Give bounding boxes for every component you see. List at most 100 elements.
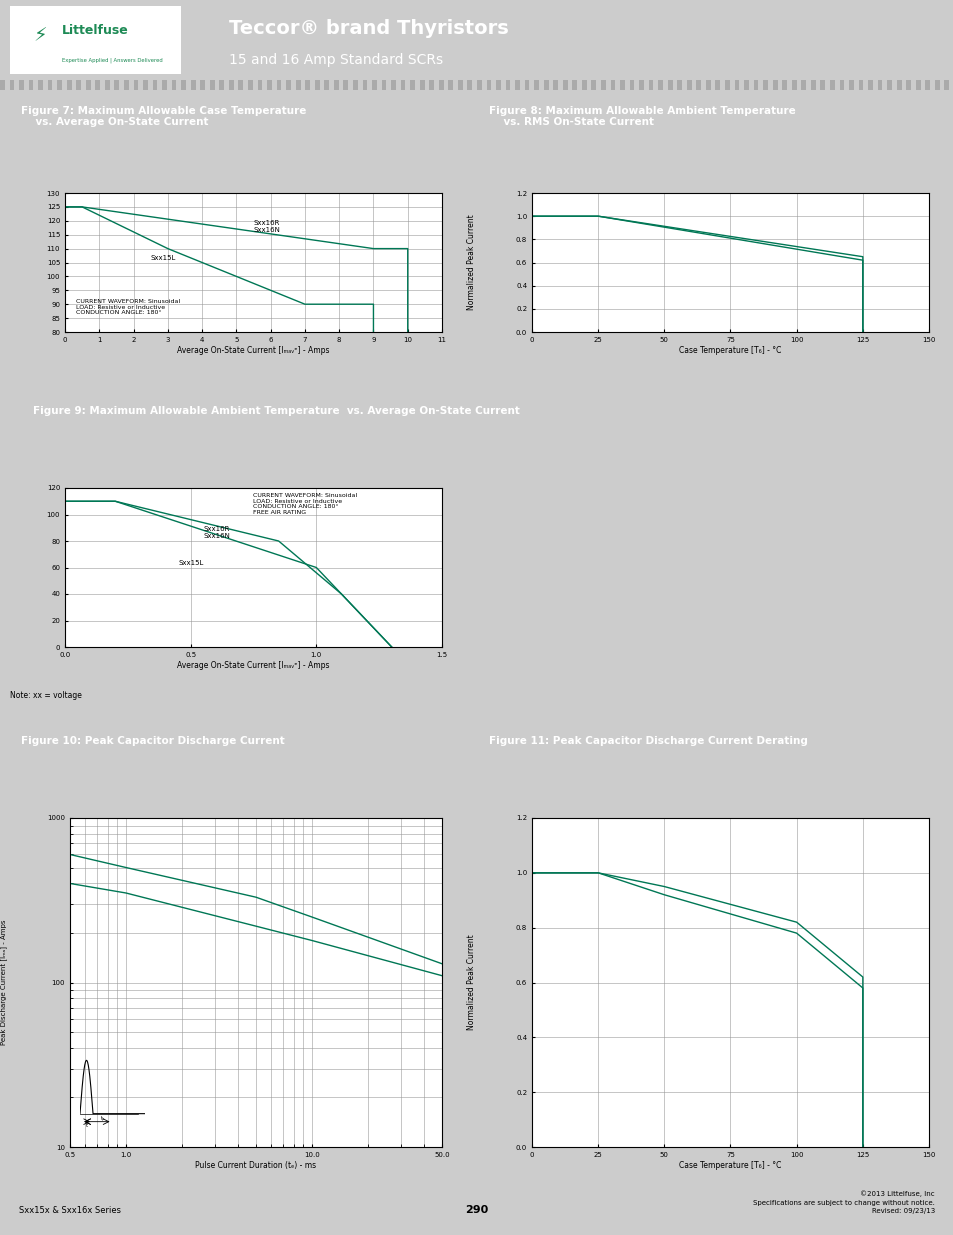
Bar [705,80,710,90]
Y-axis label: Normalized Peak Current: Normalized Peak Current [467,935,476,1030]
Bar [543,80,548,90]
Bar [934,80,939,90]
Text: Figure 11: Peak Capacitor Discharge Current Derating: Figure 11: Peak Capacitor Discharge Curr… [488,736,806,746]
Bar [496,80,500,90]
Y-axis label: Normalized Peak Current: Normalized Peak Current [467,215,476,310]
Bar [67,80,71,90]
Text: Note: xx = voltage: Note: xx = voltage [10,690,82,699]
Bar [334,80,338,90]
Bar [114,80,119,90]
Bar [95,80,100,90]
Text: CURRENT WAVEFORM: Sinusoidal
LOAD: Resistive or Inductive
CONDUCTION ANGLE: 180°: CURRENT WAVEFORM: Sinusoidal LOAD: Resis… [253,493,357,515]
Bar [76,80,81,90]
Bar [391,80,395,90]
Bar [152,80,157,90]
Bar [762,80,767,90]
Bar [429,80,434,90]
Bar [162,80,167,90]
Bar [858,80,862,90]
Bar [305,80,310,90]
X-axis label: Average On-State Current [Iₘₐᵥᵉ] - Amps: Average On-State Current [Iₘₐᵥᵉ] - Amps [177,661,330,669]
Bar [924,80,929,90]
Bar [667,80,672,90]
Bar [172,80,176,90]
Bar [238,80,243,90]
Bar [715,80,720,90]
Bar [400,80,405,90]
Bar [276,80,281,90]
Text: Figure 8: Maximum Allowable Ambient Temperature
    vs. RMS On-State Current: Figure 8: Maximum Allowable Ambient Temp… [488,106,795,127]
Bar [886,80,891,90]
Text: 15 and 16 Amp Standard SCRs: 15 and 16 Amp Standard SCRs [229,53,442,67]
Bar [829,80,834,90]
Bar [515,80,519,90]
Text: Figure 9: Maximum Allowable Ambient Temperature  vs. Average On-State Current: Figure 9: Maximum Allowable Ambient Temp… [33,406,519,416]
Bar [619,80,624,90]
Bar [696,80,700,90]
Bar [600,80,605,90]
Text: tᴵ: tᴵ [86,1123,89,1128]
Bar [210,80,214,90]
Bar [781,80,786,90]
Text: Littelfuse: Littelfuse [62,23,129,37]
Bar [724,80,729,90]
Bar [639,80,643,90]
Text: Expertise Applied | Answers Delivered: Expertise Applied | Answers Delivered [62,57,163,63]
Bar [381,80,386,90]
Text: Figure 10: Peak Capacitor Discharge Current: Figure 10: Peak Capacitor Discharge Curr… [21,736,285,746]
Bar [48,80,52,90]
X-axis label: Case Temperature [T₆] - °C: Case Temperature [T₆] - °C [679,1161,781,1170]
Bar [658,80,662,90]
Bar [419,80,424,90]
Bar [410,80,415,90]
Bar [743,80,748,90]
Text: Sxx16R
Sxx16N: Sxx16R Sxx16N [203,526,230,540]
Bar [143,80,148,90]
Bar [57,80,62,90]
Text: Sxx15x & Sxx16x Series: Sxx15x & Sxx16x Series [19,1205,121,1215]
Text: tₚ: tₚ [100,1116,105,1121]
Bar [896,80,901,90]
Bar [448,80,453,90]
Bar [791,80,796,90]
Bar [248,80,253,90]
Bar [572,80,577,90]
Bar [10,80,14,90]
Bar [505,80,510,90]
Bar [524,80,529,90]
Bar [362,80,367,90]
Bar [353,80,357,90]
Bar [867,80,872,90]
Bar [648,80,653,90]
Text: ⚡: ⚡ [33,26,47,46]
Bar [372,80,376,90]
Bar [877,80,882,90]
Bar [86,80,91,90]
Bar [229,80,233,90]
Bar [38,80,43,90]
Bar [457,80,462,90]
Bar [105,80,110,90]
Text: Sxx16R
Sxx16N: Sxx16R Sxx16N [253,220,280,233]
Bar [19,80,24,90]
X-axis label: Case Temperature [T₆] - °C: Case Temperature [T₆] - °C [679,346,781,354]
Bar [801,80,805,90]
Bar [267,80,272,90]
Text: Figure 7: Maximum Allowable Case Temperature
    vs. Average On-State Current: Figure 7: Maximum Allowable Case Tempera… [21,106,306,127]
Bar [753,80,758,90]
Bar [324,80,329,90]
X-axis label: Average On-State Current [Iₘₐᵥᵉ] - Amps: Average On-State Current [Iₘₐᵥᵉ] - Amps [177,346,330,354]
Bar [610,80,615,90]
Bar [810,80,815,90]
Bar [476,80,481,90]
Bar [905,80,910,90]
Bar [581,80,586,90]
Bar [295,80,300,90]
Bar [839,80,843,90]
Text: Sxx15L: Sxx15L [151,254,176,261]
Bar [467,80,472,90]
Bar [848,80,853,90]
Bar [438,80,443,90]
Text: 290: 290 [465,1205,488,1215]
X-axis label: Pulse Current Duration (tₑ) - ms: Pulse Current Duration (tₑ) - ms [195,1161,316,1170]
